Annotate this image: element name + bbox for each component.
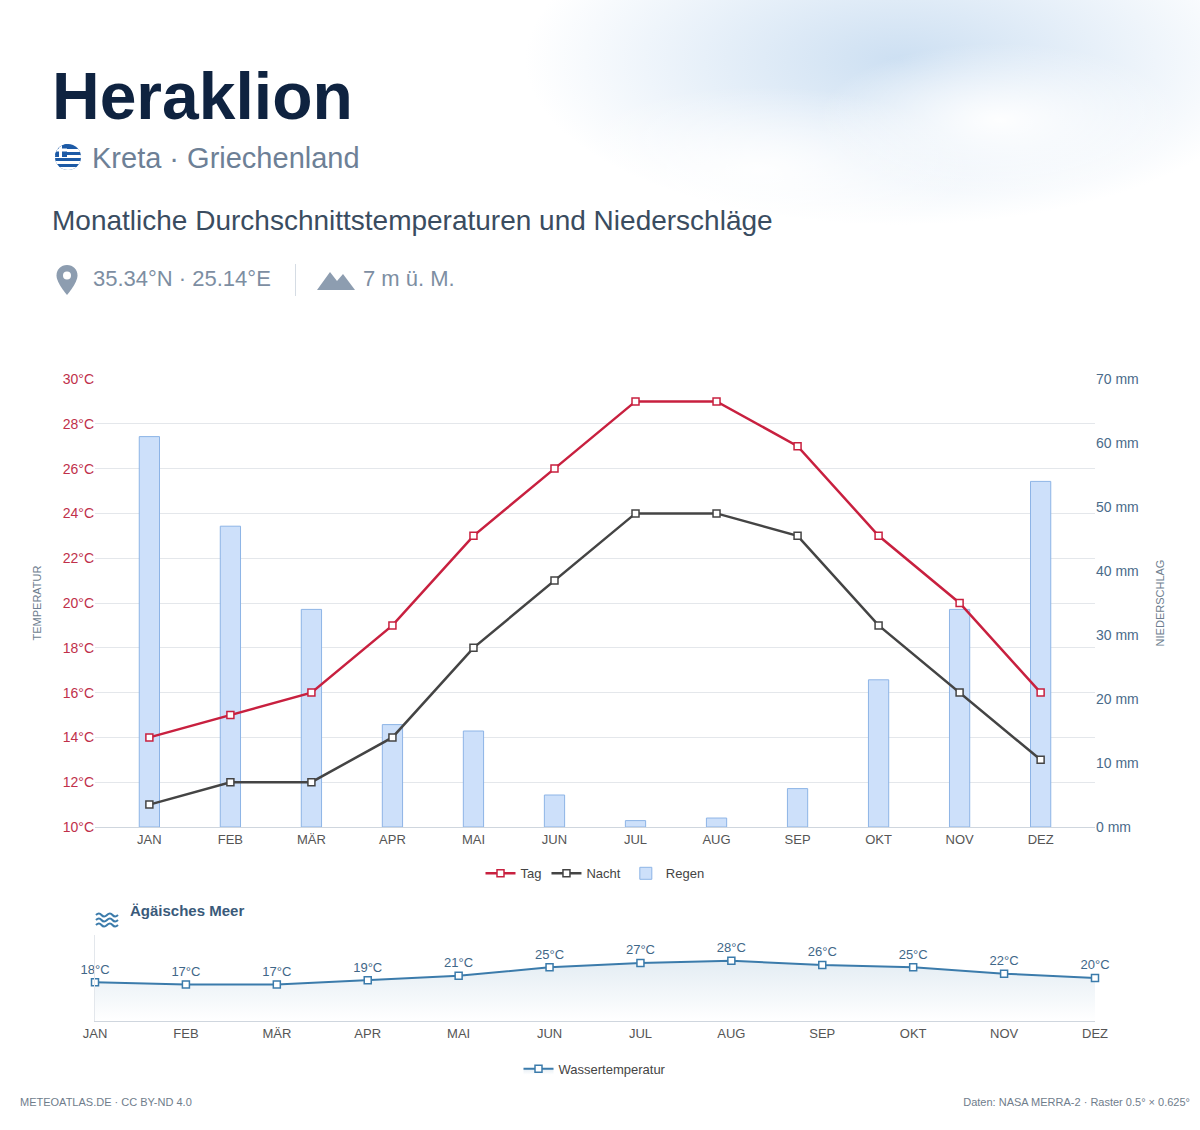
svg-text:APR: APR <box>379 832 406 847</box>
svg-text:22°C: 22°C <box>990 953 1019 968</box>
svg-text:16°C: 16°C <box>63 685 94 701</box>
svg-text:21°C: 21°C <box>444 955 473 970</box>
html-text:35.34°N · 25.14°E: 35.34°N · 25.14°E <box>93 266 271 291</box>
svg-text:40 mm: 40 mm <box>1096 563 1139 579</box>
svg-text:60 mm: 60 mm <box>1096 435 1139 451</box>
svg-text:20 mm: 20 mm <box>1096 691 1139 707</box>
html-text:Kreta · Griechenland: Kreta · Griechenland <box>92 142 360 174</box>
svg-text:17°C: 17°C <box>171 964 200 979</box>
svg-text:70 mm: 70 mm <box>1096 371 1139 387</box>
svg-text:SEP: SEP <box>809 1026 835 1041</box>
html-text:7 m ü. M.: 7 m ü. M. <box>363 266 455 291</box>
svg-text:DEZ: DEZ <box>1082 1026 1108 1041</box>
html-text:Daten: NASA MERRA-2 · Raster 0: Daten: NASA MERRA-2 · Raster 0.5° × 0.62… <box>963 1096 1190 1108</box>
svg-text:0 mm: 0 mm <box>1096 819 1131 835</box>
svg-text:JUL: JUL <box>624 832 647 847</box>
svg-text:18°C: 18°C <box>80 962 109 977</box>
svg-text:JUN: JUN <box>542 832 567 847</box>
svg-text:MÄR: MÄR <box>262 1026 291 1041</box>
svg-text:14°C: 14°C <box>63 729 94 745</box>
svg-text:27°C: 27°C <box>626 942 655 957</box>
svg-text:28°C: 28°C <box>63 416 94 432</box>
svg-text:NOV: NOV <box>946 832 975 847</box>
svg-text:MAI: MAI <box>462 832 485 847</box>
svg-text:JUN: JUN <box>537 1026 562 1041</box>
svg-text:MÄR: MÄR <box>297 832 326 847</box>
svg-text:Regen: Regen <box>666 866 704 881</box>
svg-text:SEP: SEP <box>785 832 811 847</box>
svg-text:NOV: NOV <box>990 1026 1019 1041</box>
svg-text:26°C: 26°C <box>808 944 837 959</box>
svg-text:17°C: 17°C <box>262 964 291 979</box>
svg-text:50 mm: 50 mm <box>1096 499 1139 515</box>
svg-text:25°C: 25°C <box>899 947 928 962</box>
svg-text:Wassertemperatur: Wassertemperatur <box>559 1062 666 1077</box>
svg-text:20°C: 20°C <box>1080 957 1109 972</box>
svg-text:TEMPERATUR: TEMPERATUR <box>31 565 43 640</box>
svg-text:18°C: 18°C <box>63 640 94 656</box>
svg-text:JUL: JUL <box>629 1026 652 1041</box>
svg-text:25°C: 25°C <box>535 947 564 962</box>
svg-text:APR: APR <box>354 1026 381 1041</box>
svg-text:AUG: AUG <box>717 1026 745 1041</box>
html-text:Monatliche Durchschnittstemper: Monatliche Durchschnittstemperaturen und… <box>52 205 773 236</box>
html-text:METEOATLAS.DE · CC BY-ND 4.0: METEOATLAS.DE · CC BY-ND 4.0 <box>20 1096 192 1108</box>
svg-text:10 mm: 10 mm <box>1096 755 1139 771</box>
svg-text:26°C: 26°C <box>63 461 94 477</box>
svg-text:22°C: 22°C <box>63 550 94 566</box>
svg-text:30°C: 30°C <box>63 371 94 387</box>
svg-text:NIEDERSCHLAG: NIEDERSCHLAG <box>1154 560 1166 647</box>
svg-text:24°C: 24°C <box>63 505 94 521</box>
svg-text:Tag: Tag <box>521 866 542 881</box>
svg-text:FEB: FEB <box>173 1026 198 1041</box>
svg-text:FEB: FEB <box>218 832 243 847</box>
svg-text:20°C: 20°C <box>63 595 94 611</box>
html-text:Heraklion: Heraklion <box>52 59 353 133</box>
svg-text:19°C: 19°C <box>353 960 382 975</box>
svg-text:12°C: 12°C <box>63 774 94 790</box>
svg-text:30 mm: 30 mm <box>1096 627 1139 643</box>
svg-text:MAI: MAI <box>447 1026 470 1041</box>
svg-text:DEZ: DEZ <box>1028 832 1054 847</box>
svg-text:OKT: OKT <box>900 1026 927 1041</box>
svg-text:Nacht: Nacht <box>586 866 620 881</box>
svg-text:JAN: JAN <box>137 832 162 847</box>
svg-text:AUG: AUG <box>702 832 730 847</box>
svg-text:OKT: OKT <box>865 832 892 847</box>
svg-text:28°C: 28°C <box>717 940 746 955</box>
svg-text:10°C: 10°C <box>63 819 94 835</box>
svg-text:Ägäisches Meer: Ägäisches Meer <box>130 902 244 919</box>
svg-text:JAN: JAN <box>83 1026 108 1041</box>
